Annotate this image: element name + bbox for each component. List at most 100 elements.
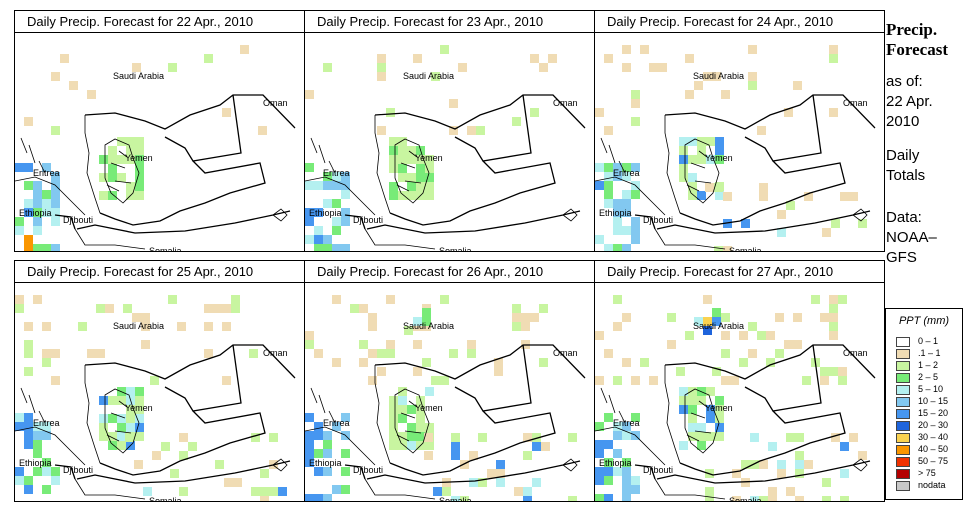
precip-cell: [386, 340, 395, 349]
precip-cell: [541, 442, 550, 451]
precip-cell: [631, 413, 640, 422]
precip-cell: [204, 304, 213, 313]
country-label-somalia: Somalia: [729, 496, 762, 502]
country-border: [15, 176, 86, 216]
precip-cell: [679, 164, 688, 173]
precip-cell: [416, 182, 425, 191]
precip-cell: [251, 487, 260, 496]
precip-cell: [42, 244, 51, 251]
precip-cell: [622, 458, 631, 467]
precip-cell: [706, 137, 715, 146]
precip-cell: [676, 367, 685, 376]
precip-cell: [15, 226, 24, 235]
precip-cell: [42, 322, 51, 331]
precip-cell: [703, 72, 712, 81]
precip-cell: [425, 155, 434, 164]
precip-cell: [42, 485, 51, 494]
precip-cell: [15, 295, 24, 304]
precip-cell: [458, 63, 467, 72]
precip-cell: [622, 358, 631, 367]
precip-cell: [87, 90, 96, 99]
precip-cell: [858, 219, 867, 228]
precip-cell: [840, 496, 849, 501]
legend-label: 10 – 15: [918, 396, 949, 406]
precip-cell: [679, 441, 688, 450]
precip-cell: [332, 226, 341, 235]
data-source-model: GFS: [886, 249, 917, 266]
precip-cell: [694, 317, 703, 326]
precip-cell: [424, 433, 433, 442]
precip-cell: [389, 405, 398, 414]
precip-cell: [15, 304, 24, 313]
precip-cell: [404, 326, 413, 335]
precip-cell: [604, 54, 613, 63]
precip-cell: [706, 432, 715, 441]
sidebar-totals: Daily Totals: [886, 146, 968, 186]
precip-cell: [135, 182, 144, 191]
precip-cell: [829, 108, 838, 117]
precip-cell: [269, 433, 278, 442]
precip-cell: [715, 137, 724, 146]
precip-cell: [759, 496, 768, 501]
precip-cell: [723, 246, 732, 251]
precip-cell: [688, 423, 697, 432]
precip-cell: [377, 72, 386, 81]
precip-cell: [622, 190, 631, 199]
precip-cell: [222, 108, 231, 117]
precip-cell: [631, 476, 640, 485]
precip-cell: [539, 358, 548, 367]
precip-cell: [132, 313, 141, 322]
precip-cell: [568, 496, 577, 501]
precip-cell: [359, 340, 368, 349]
legend-item: 0 – 1: [896, 336, 960, 348]
country-label-ethiopia: Ethiopia: [309, 458, 342, 468]
country-border: [454, 94, 532, 162]
legend-item: 1 – 2: [896, 360, 960, 372]
legend-label: 5 – 10: [918, 384, 944, 394]
precip-cell: [697, 441, 706, 450]
precip-cell: [775, 313, 784, 322]
precip-cell: [467, 126, 476, 135]
precip-cell: [108, 191, 117, 200]
precip-cell: [784, 340, 793, 349]
precip-cell: [240, 45, 249, 54]
precip-cell: [51, 349, 60, 358]
legend-swatch: [896, 433, 910, 443]
country-label-yemen: Yemen: [415, 153, 443, 163]
precip-cell: [33, 440, 42, 449]
precip-cell: [425, 164, 434, 173]
precip-cell: [604, 244, 613, 251]
country-border: [74, 478, 146, 500]
precip-cell: [595, 108, 604, 117]
precip-cell: [631, 90, 640, 99]
precip-cell: [595, 235, 604, 244]
precip-cell: [314, 494, 323, 501]
precip-cell: [748, 349, 757, 358]
precip-cell: [768, 487, 777, 496]
asof-date: 22 Apr.: [886, 93, 933, 110]
precip-cell: [99, 423, 108, 432]
map-panel-2: Daily Precip. Forecast for 23 Apr., 2010…: [304, 10, 595, 252]
precip-cell: [341, 467, 350, 476]
precip-cell: [622, 467, 631, 476]
precip-cell: [706, 155, 715, 164]
precip-cell: [123, 304, 132, 313]
legend-label: 50 – 75: [918, 456, 949, 466]
precip-cell: [530, 313, 539, 322]
precip-cell: [332, 181, 341, 190]
precip-cell: [721, 90, 730, 99]
precip-cell: [141, 322, 150, 331]
precip-cell: [840, 192, 849, 201]
country-border: [664, 365, 681, 464]
precip-cell: [715, 414, 724, 423]
legend-swatch: [896, 397, 910, 407]
precip-cell: [748, 72, 757, 81]
precip-cell: [24, 431, 33, 440]
precip-cell: [332, 295, 341, 304]
map-panel-5: Daily Precip. Forecast for 26 Apr., 2010…: [304, 260, 595, 502]
precip-cell: [314, 226, 323, 235]
precip-cell: [260, 487, 269, 496]
precip-cell: [386, 108, 395, 117]
precip-cell: [697, 155, 706, 164]
precip-cell: [413, 322, 422, 331]
